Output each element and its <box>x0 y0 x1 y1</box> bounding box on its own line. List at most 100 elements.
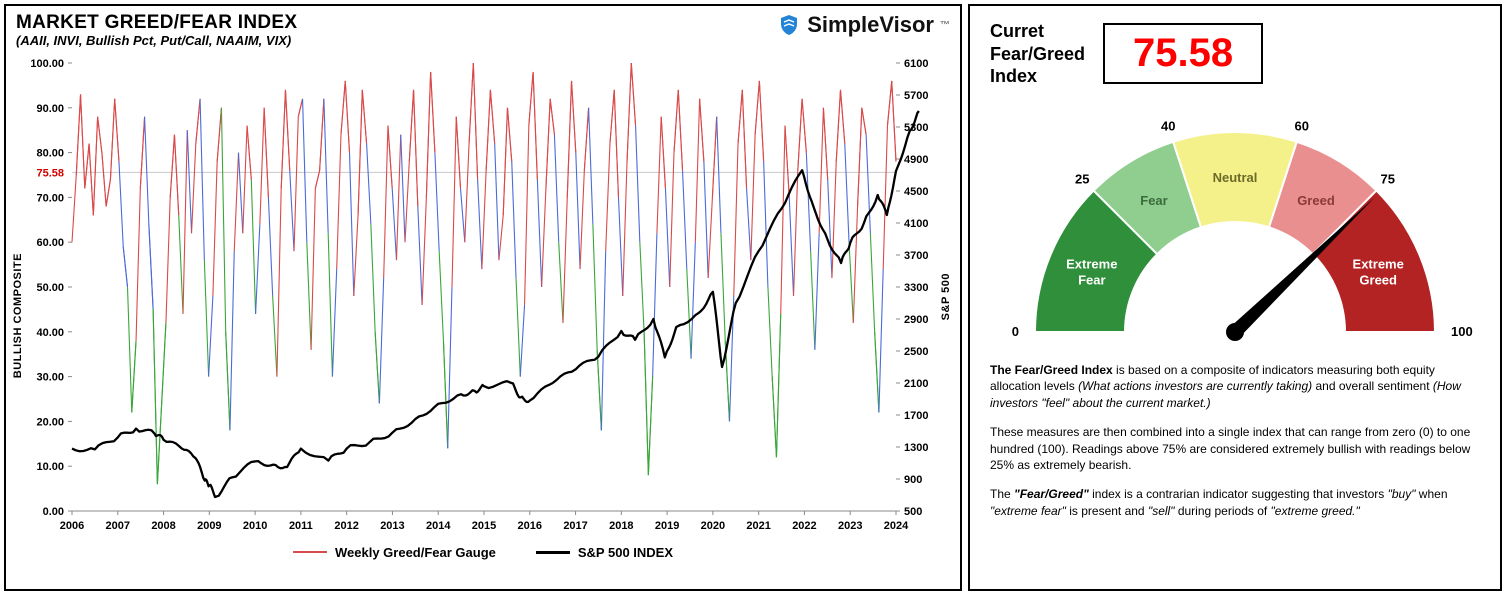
legend-sp500-label: S&P 500 INDEX <box>578 545 673 560</box>
main-chart: 0.0010.0020.0030.0040.0050.0060.0070.008… <box>16 53 950 543</box>
legend-sp500-swatch <box>536 551 570 554</box>
svg-text:Greed: Greed <box>1359 272 1397 287</box>
legend-gauge-swatch <box>293 551 327 553</box>
desc-p1-a: The Fear/Greed Index <box>990 363 1113 377</box>
desc-p1-c: (What actions investors are currently ta… <box>1078 379 1312 393</box>
svg-text:4100: 4100 <box>904 218 928 230</box>
svg-text:2012: 2012 <box>334 520 358 532</box>
y-axis-right-label: S&P 500 <box>940 273 952 320</box>
svg-text:Fear: Fear <box>1078 272 1105 287</box>
desc-p1-d: and overall sentiment <box>1312 379 1433 393</box>
desc-p3-h: "sell" <box>1148 504 1175 518</box>
svg-text:25: 25 <box>1075 171 1089 186</box>
svg-text:4900: 4900 <box>904 154 928 166</box>
svg-text:2006: 2006 <box>60 520 84 532</box>
desc-p3: The "Fear/Greed" index is a contrarian i… <box>990 486 1480 520</box>
desc-p3-b: "Fear/Greed" <box>1014 487 1089 501</box>
svg-text:500: 500 <box>904 506 922 518</box>
logo-text: SimpleVisor <box>807 12 934 38</box>
right-panel: Curret Fear/Greed Index 75.58 ExtremeFea… <box>968 4 1502 591</box>
svg-text:100: 100 <box>1451 324 1473 339</box>
desc-p3-g: is present and <box>1066 504 1148 518</box>
legend-gauge: Weekly Greed/Fear Gauge <box>293 545 496 560</box>
desc-p2: These measures are then combined into a … <box>990 424 1480 474</box>
current-value-label: Curret Fear/Greed Index <box>990 20 1085 88</box>
svg-text:Fear: Fear <box>1140 192 1167 207</box>
svg-text:80.00: 80.00 <box>36 147 64 159</box>
svg-text:75: 75 <box>1381 171 1395 186</box>
chart-title: MARKET GREED/FEAR INDEX <box>16 12 297 34</box>
legend: Weekly Greed/Fear Gauge S&P 500 INDEX <box>16 545 950 560</box>
svg-text:2020: 2020 <box>701 520 725 532</box>
svg-text:2007: 2007 <box>106 520 130 532</box>
svg-text:50.00: 50.00 <box>36 282 64 294</box>
chart-subtitle: (AAII, INVI, Bullish Pct, Put/Call, NAAI… <box>16 34 297 49</box>
svg-text:2900: 2900 <box>904 314 928 326</box>
svg-text:2017: 2017 <box>563 520 587 532</box>
logo-tm: ™ <box>940 20 950 31</box>
svg-text:30.00: 30.00 <box>36 371 64 383</box>
chart-area: BULLISH COMPOSITE S&P 500 0.0010.0020.00… <box>16 53 950 543</box>
svg-text:3300: 3300 <box>904 282 928 294</box>
svg-text:0: 0 <box>1012 324 1019 339</box>
svg-text:60: 60 <box>1295 118 1309 133</box>
fear-greed-gauge: ExtremeFearFearNeutralGreedExtremeGreed0… <box>995 102 1475 352</box>
svg-text:2023: 2023 <box>838 520 862 532</box>
svg-text:3700: 3700 <box>904 250 928 262</box>
legend-sp500: S&P 500 INDEX <box>536 545 673 560</box>
svg-text:100.00: 100.00 <box>30 58 64 70</box>
desc-p3-j: "extreme greed." <box>1271 504 1360 518</box>
gauge-container: ExtremeFearFearNeutralGreedExtremeGreed0… <box>990 102 1480 352</box>
svg-text:70.00: 70.00 <box>36 192 64 204</box>
svg-text:2011: 2011 <box>289 520 313 532</box>
svg-text:40: 40 <box>1161 118 1175 133</box>
svg-text:20.00: 20.00 <box>36 416 64 428</box>
svg-text:2009: 2009 <box>197 520 221 532</box>
svg-text:2008: 2008 <box>151 520 175 532</box>
svg-text:2024: 2024 <box>884 520 909 532</box>
svg-text:Neutral: Neutral <box>1213 170 1258 185</box>
title-block: MARKET GREED/FEAR INDEX (AAII, INVI, Bul… <box>16 12 297 49</box>
svg-text:2500: 2500 <box>904 346 928 358</box>
svg-text:60.00: 60.00 <box>36 237 64 249</box>
svg-text:2021: 2021 <box>746 520 770 532</box>
svg-text:1300: 1300 <box>904 442 928 454</box>
svg-text:Extreme: Extreme <box>1353 256 1404 271</box>
desc-p3-a: The <box>990 487 1014 501</box>
desc-p3-i: during periods of <box>1174 504 1270 518</box>
svg-text:2016: 2016 <box>518 520 542 532</box>
svg-text:2022: 2022 <box>792 520 816 532</box>
desc-p3-e: when <box>1415 487 1447 501</box>
simplevisor-logo: SimpleVisor ™ <box>777 12 950 38</box>
desc-p1: The Fear/Greed Index is based on a compo… <box>990 362 1480 412</box>
svg-text:2013: 2013 <box>380 520 404 532</box>
svg-text:40.00: 40.00 <box>36 327 64 339</box>
svg-text:2014: 2014 <box>426 520 451 532</box>
svg-text:900: 900 <box>904 474 922 486</box>
svg-text:4500: 4500 <box>904 186 928 198</box>
logo-shield-icon <box>777 13 801 37</box>
svg-text:2015: 2015 <box>472 520 496 532</box>
svg-text:Extreme: Extreme <box>1066 256 1117 271</box>
description: The Fear/Greed Index is based on a compo… <box>990 362 1480 532</box>
current-value-box: 75.58 <box>1103 23 1263 84</box>
svg-text:75.58: 75.58 <box>36 167 64 179</box>
svg-text:10.00: 10.00 <box>36 461 64 473</box>
y-axis-left-label: BULLISH COMPOSITE <box>12 253 24 378</box>
svg-text:2100: 2100 <box>904 378 928 390</box>
svg-text:Greed: Greed <box>1297 192 1335 207</box>
svg-text:2019: 2019 <box>655 520 679 532</box>
svg-text:1700: 1700 <box>904 410 928 422</box>
title-row: MARKET GREED/FEAR INDEX (AAII, INVI, Bul… <box>16 12 950 49</box>
svg-text:90.00: 90.00 <box>36 103 64 115</box>
svg-text:6100: 6100 <box>904 58 928 70</box>
current-label-l1: Curret <box>990 20 1085 43</box>
svg-text:2010: 2010 <box>243 520 267 532</box>
left-panel: MARKET GREED/FEAR INDEX (AAII, INVI, Bul… <box>4 4 962 591</box>
desc-p3-c: index is a contrarian indicator suggesti… <box>1089 487 1388 501</box>
current-label-l3: Index <box>990 65 1085 88</box>
svg-text:5300: 5300 <box>904 122 928 134</box>
legend-gauge-label: Weekly Greed/Fear Gauge <box>335 545 496 560</box>
current-value-row: Curret Fear/Greed Index 75.58 <box>990 20 1480 88</box>
desc-p3-f: "extreme fear" <box>990 504 1066 518</box>
